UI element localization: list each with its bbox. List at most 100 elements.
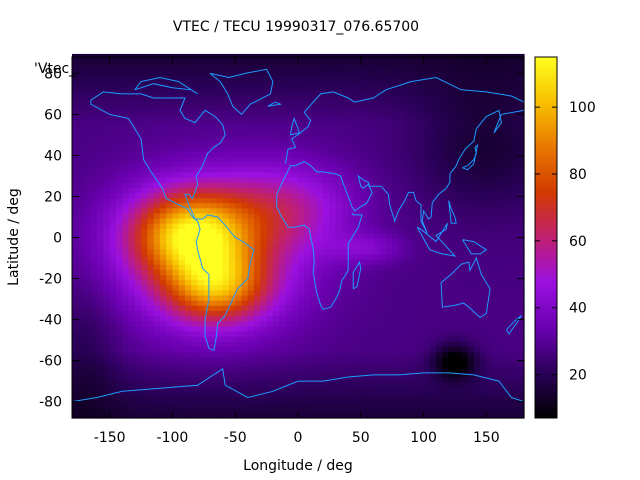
heatmap-cell [109, 228, 117, 234]
heatmap-cell [203, 376, 211, 383]
heatmap-cell [448, 376, 456, 383]
heatmap-cell [260, 59, 268, 65]
heatmap-cell [505, 300, 513, 306]
heatmap-cell [122, 320, 130, 327]
heatmap-cell [461, 284, 469, 291]
heatmap-cell [141, 89, 148, 96]
heatmap-cell [128, 171, 136, 178]
heatmap-cell [191, 397, 199, 404]
heatmap-cell [392, 279, 400, 286]
heatmap-cell [185, 202, 192, 209]
heatmap-cell [178, 135, 186, 142]
heatmap-cell [153, 115, 161, 122]
heatmap-cell [266, 187, 274, 193]
heatmap-cell [404, 182, 412, 188]
heatmap-cell [298, 74, 305, 81]
heatmap-cell [228, 243, 236, 250]
heatmap-cell [341, 294, 349, 301]
heatmap-cell [166, 310, 174, 317]
heatmap-cell [442, 120, 450, 127]
heatmap-cell [436, 64, 443, 70]
heatmap-cell [203, 146, 211, 152]
heatmap-cell [354, 182, 362, 188]
heatmap-cell [448, 156, 456, 163]
heatmap-cell [191, 197, 199, 204]
heatmap-cell [247, 166, 255, 173]
heatmap-cell [461, 74, 469, 81]
heatmap-cell [235, 84, 243, 91]
heatmap-cell [454, 412, 462, 419]
heatmap-cell [323, 130, 330, 137]
heatmap-cell [90, 387, 98, 393]
heatmap-cell [367, 74, 374, 81]
heatmap-cell [404, 197, 412, 204]
heatmap-cell [115, 330, 123, 337]
heatmap-cell [348, 228, 356, 234]
heatmap-cell [367, 84, 374, 91]
heatmap-cell [178, 259, 186, 265]
heatmap-cell [285, 187, 293, 193]
heatmap-cell [84, 218, 92, 224]
heatmap-cell [272, 335, 280, 342]
heatmap-cell [398, 382, 406, 388]
heatmap-cell [109, 289, 117, 296]
heatmap-cell [103, 100, 111, 106]
heatmap-cell [228, 238, 236, 245]
heatmap-cell [461, 351, 469, 358]
heatmap-cell [429, 356, 437, 363]
heatmap-cell [285, 197, 293, 204]
heatmap-cell [222, 64, 230, 70]
heatmap-cell [254, 376, 261, 383]
heatmap-cell [254, 171, 261, 178]
heatmap-cell [72, 387, 79, 393]
heatmap-cell [178, 279, 186, 286]
heatmap-cell [486, 351, 494, 358]
heatmap-cell [166, 330, 174, 337]
heatmap-cell [467, 351, 475, 358]
heatmap-cell [141, 223, 148, 229]
heatmap-cell [448, 59, 456, 65]
heatmap-cell [511, 402, 519, 409]
heatmap-cell [329, 135, 337, 142]
heatmap-cell [461, 392, 469, 399]
heatmap-cell [247, 146, 255, 152]
heatmap-cell [260, 402, 268, 409]
heatmap-cell [373, 105, 381, 111]
heatmap-cell [222, 300, 230, 306]
heatmap-cell [367, 300, 374, 306]
heatmap-cell [429, 212, 437, 219]
heatmap-cell [473, 100, 481, 106]
heatmap-cell [385, 356, 393, 363]
heatmap-cell [341, 341, 349, 347]
heatmap-cell [235, 289, 243, 296]
heatmap-cell [411, 387, 418, 393]
heatmap-cell [298, 341, 305, 347]
heatmap-cell [442, 59, 450, 65]
heatmap-cell [492, 192, 500, 199]
heatmap-cell [147, 197, 155, 204]
heatmap-cell [216, 243, 224, 250]
heatmap-cell [505, 207, 513, 214]
heatmap-cell [436, 397, 443, 404]
heatmap-cell [473, 130, 481, 137]
heatmap-cell [266, 125, 274, 132]
heatmap-cell [367, 351, 374, 358]
heatmap-cell [260, 212, 268, 219]
heatmap-cell [461, 207, 469, 214]
heatmap-cell [411, 243, 418, 250]
heatmap-cell [323, 407, 330, 414]
heatmap-cell [354, 141, 362, 147]
heatmap-cell [385, 192, 393, 199]
heatmap-cell [480, 315, 487, 322]
heatmap-cell [254, 135, 261, 142]
heatmap-cell [367, 100, 374, 106]
heatmap-cell [185, 218, 192, 224]
heatmap-cell [84, 294, 92, 301]
heatmap-cell [90, 366, 98, 373]
heatmap-cell [486, 192, 494, 199]
heatmap-cell [423, 233, 431, 240]
heatmap-cell [109, 110, 117, 117]
heatmap-cell [473, 402, 481, 409]
heatmap-cell [122, 366, 130, 373]
heatmap-cell [90, 274, 98, 281]
